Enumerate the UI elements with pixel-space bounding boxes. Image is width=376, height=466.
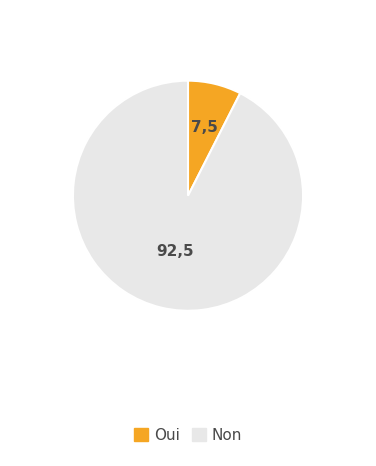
Text: 92,5: 92,5 [156,244,194,259]
Wedge shape [73,81,303,311]
Legend: Oui, Non: Oui, Non [128,422,248,449]
Wedge shape [188,81,240,196]
Text: 7,5: 7,5 [191,120,218,135]
